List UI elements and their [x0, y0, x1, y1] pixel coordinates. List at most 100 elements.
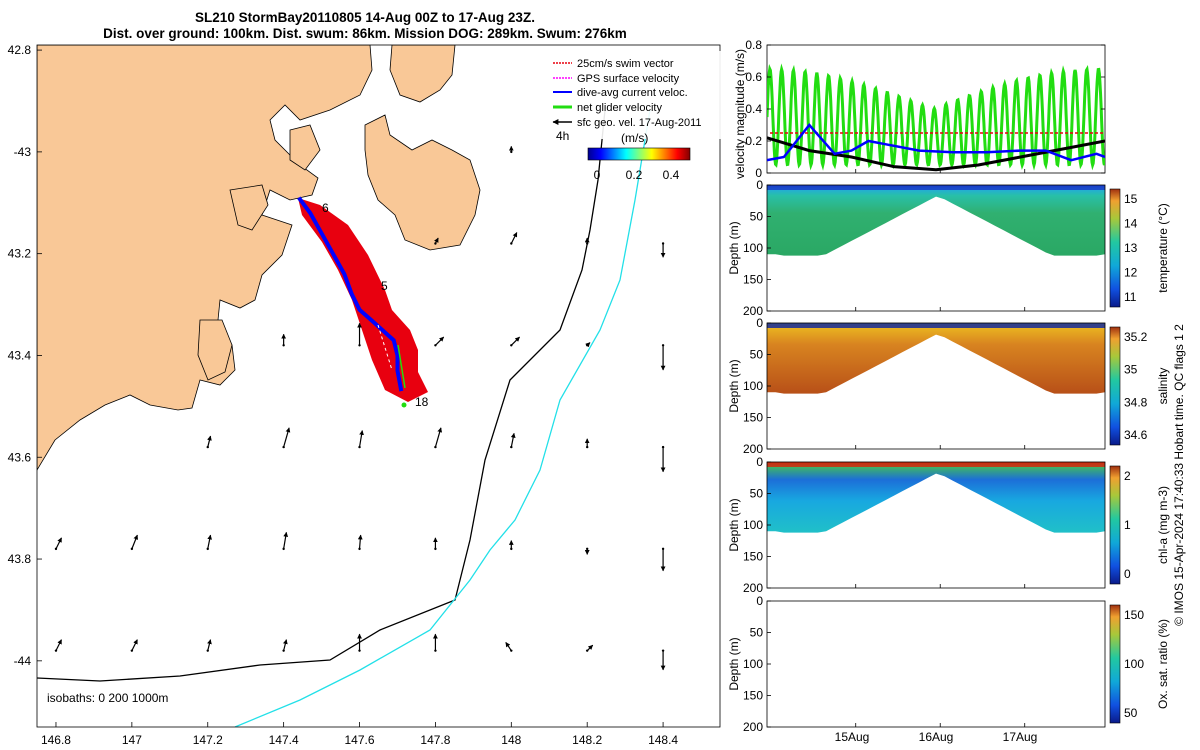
- vector-origin: [585, 649, 589, 652]
- track-mid-label: 5: [381, 279, 388, 293]
- land-main: [37, 45, 373, 471]
- depth-tick-label: 200: [743, 581, 763, 595]
- vector-origin: [434, 649, 437, 652]
- velocity-ylabel: velocity magnitude (m/s): [733, 49, 747, 179]
- vel-y-tick-label: 0: [755, 166, 762, 180]
- legend-dive: dive-avg current veloc.: [577, 87, 688, 99]
- vector-origin: [434, 242, 437, 245]
- depth-axis-label: Depth (m): [727, 498, 741, 551]
- depth-tick-label: 50: [750, 626, 764, 640]
- depth-tick-label: 150: [743, 273, 763, 287]
- colorbar-units: (m/s): [621, 131, 648, 145]
- current-vector: [510, 336, 520, 346]
- section-chla: 0 50 100 150 200 Depth (m) 2 1 0 chl-a (mg m-3): [727, 455, 1170, 595]
- isobath-legend: isobaths: 0 200 1000m: [47, 691, 168, 705]
- vector-origin: [206, 649, 209, 652]
- land-peninsula-east: [364, 114, 481, 251]
- depth-tick-label: 0: [756, 178, 763, 192]
- vector-origin: [585, 445, 589, 449]
- four-hour-label: 4h: [556, 129, 569, 143]
- current-vector: [55, 537, 63, 550]
- net-track-segment: [377, 324, 393, 371]
- vector-origin: [282, 445, 285, 449]
- section-colorbar: [1109, 188, 1121, 308]
- velocity-y-axis: 0 0.2 0.4 0.6 0.8: [745, 38, 1105, 180]
- depth-tick-label: 150: [743, 550, 763, 564]
- title-line-1: SL210 StormBay20110805 14-Aug 00Z to 17-…: [195, 10, 535, 25]
- colorbar-tick-label: 1: [1124, 518, 1131, 532]
- vector-origin: [54, 649, 58, 652]
- vector-origin: [358, 547, 361, 551]
- vector-origin: [130, 649, 134, 652]
- current-vector: [55, 639, 63, 651]
- net-track-segment: [397, 344, 406, 389]
- current-vector: [505, 642, 512, 651]
- current-vector: [131, 639, 138, 651]
- depth-tick-label: 0: [756, 455, 763, 469]
- current-vector: [510, 432, 516, 448]
- map-legend: 25cm/s swim vector GPS surface velocity …: [548, 51, 723, 139]
- map-x-tick-label: 147.4: [269, 733, 299, 747]
- map-x-tick-label: 147: [122, 733, 142, 747]
- current-vector: [510, 232, 518, 244]
- current-vector: [131, 534, 138, 550]
- section-colorbar: [1109, 604, 1121, 724]
- colorbar-tick-label: 100: [1124, 657, 1144, 671]
- map-x-axis: 146.8 147 147.2 147.4 147.6 147.8 148 148.2 148.…: [41, 722, 678, 747]
- depth-tick-label: 200: [743, 720, 763, 734]
- current-vector: [207, 639, 212, 651]
- colorbar-tick-label: 50: [1124, 706, 1138, 720]
- current-vector: [586, 644, 594, 652]
- section-salinity: 0 50 100 150 200 Depth (m) 35.2 35 34.8 34.6 salin…: [727, 316, 1170, 456]
- colorbar-tick: 0: [594, 168, 601, 182]
- section-surface-band: [767, 185, 1105, 190]
- vector-origin: [130, 547, 134, 551]
- colorbar-tick-label: 12: [1124, 266, 1138, 280]
- colorbar-tick: 0.2: [626, 168, 643, 182]
- vector-origin: [661, 242, 665, 245]
- map-x-tick-label: 147.2: [193, 733, 223, 747]
- track-end-label: 18: [415, 395, 429, 409]
- current-vector: [283, 531, 289, 549]
- colorbar-tick-label: 34.8: [1124, 395, 1148, 409]
- vector-field: [54, 145, 666, 671]
- current-vector: [207, 534, 213, 549]
- depth-tick-label: 100: [743, 241, 763, 255]
- section-curtain: [767, 185, 1105, 256]
- map-y-tick-label: -44: [14, 654, 32, 668]
- depth-tick-label: 0: [756, 594, 763, 608]
- vector-origin: [661, 344, 665, 347]
- colorbar-tick-label: 14: [1124, 217, 1138, 231]
- track-start-label: 6: [322, 201, 329, 215]
- x-tick-16aug: 16Aug: [919, 730, 954, 744]
- map-x-tick-label: 146.8: [41, 733, 71, 747]
- land-inner-island: [289, 124, 321, 171]
- net-velocity-series: [767, 63, 1105, 171]
- depth-axis-label: Depth (m): [727, 359, 741, 412]
- map-y-tick-label: 43.6: [8, 450, 32, 464]
- colorbar-tick-label: 13: [1124, 241, 1138, 255]
- colorbar-label: temperature (°C): [1156, 203, 1170, 293]
- vel-y-tick-label: 0.4: [745, 102, 762, 116]
- map-x-tick-label: 148.4: [648, 733, 678, 747]
- dive-avg-track: [297, 196, 404, 392]
- map-y-tick-label: 42.8: [8, 43, 32, 57]
- map-x-tick-label: 148.2: [572, 733, 602, 747]
- colorbar-label: Ox. sat. ratio (%): [1156, 619, 1170, 709]
- map-y-tick-label: -43: [14, 145, 32, 159]
- vector-origin: [434, 547, 437, 551]
- vector-origin: [585, 344, 589, 347]
- vector-origin: [510, 547, 513, 551]
- vector-origin: [282, 547, 285, 551]
- colorbar-tick-label: 0: [1124, 567, 1131, 581]
- colorbar-label: chl-a (mg m-3): [1156, 486, 1170, 564]
- vector-origin: [54, 547, 58, 551]
- map-y-axis: 42.8 -43 43.2 43.4 43.6 43.8 -44: [8, 43, 42, 668]
- legend-sfc: sfc geo. vel. 17-Aug-2011: [577, 117, 702, 129]
- depth-tick-label: 100: [743, 657, 763, 671]
- current-vector: [434, 336, 445, 346]
- land-bruny-south: [197, 319, 233, 381]
- land-layer: [37, 45, 481, 471]
